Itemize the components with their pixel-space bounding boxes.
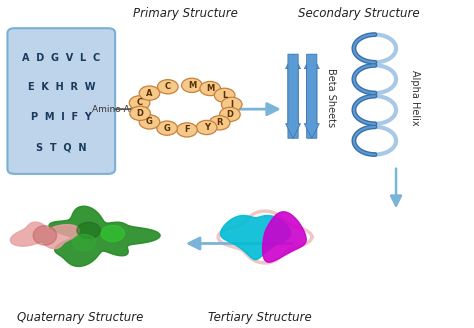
Text: Amino Acids: Amino Acids: [92, 105, 147, 113]
FancyArrow shape: [304, 54, 319, 138]
Circle shape: [219, 107, 240, 122]
Text: P  M  I  F  Y: P M I F Y: [31, 113, 92, 122]
Polygon shape: [263, 212, 306, 262]
Circle shape: [77, 222, 100, 238]
Circle shape: [210, 116, 230, 130]
Text: A: A: [146, 89, 153, 98]
Text: Quaternary Structure: Quaternary Structure: [17, 312, 143, 324]
Text: D: D: [137, 109, 144, 118]
Circle shape: [139, 86, 160, 100]
Text: M: M: [188, 81, 196, 90]
Circle shape: [214, 88, 235, 102]
Polygon shape: [10, 222, 80, 249]
Text: Alpha Helix: Alpha Helix: [410, 70, 420, 126]
Circle shape: [182, 78, 202, 92]
Text: S  T  Q  N: S T Q N: [36, 142, 87, 152]
Text: Beta Sheets: Beta Sheets: [326, 68, 336, 127]
Text: F: F: [184, 125, 190, 134]
Text: E  K  H  R  W: E K H R W: [27, 82, 95, 92]
Text: Tertiary Structure: Tertiary Structure: [209, 312, 312, 324]
Text: G: G: [164, 124, 171, 133]
Text: Primary Structure: Primary Structure: [133, 7, 238, 20]
Text: C: C: [165, 82, 171, 91]
Polygon shape: [49, 206, 160, 266]
FancyBboxPatch shape: [8, 28, 115, 174]
Text: G: G: [146, 117, 153, 126]
Circle shape: [177, 123, 197, 137]
Polygon shape: [33, 226, 56, 245]
Circle shape: [101, 225, 125, 242]
FancyArrow shape: [304, 54, 319, 138]
Text: M: M: [206, 84, 214, 93]
Text: Secondary Structure: Secondary Structure: [298, 7, 419, 20]
Circle shape: [157, 80, 178, 94]
Circle shape: [157, 121, 177, 135]
Text: D: D: [227, 110, 233, 119]
Circle shape: [221, 97, 242, 112]
Text: Y: Y: [204, 123, 210, 132]
Circle shape: [200, 81, 220, 96]
Circle shape: [139, 115, 160, 129]
Circle shape: [73, 235, 96, 251]
Text: I: I: [230, 100, 233, 109]
Text: R: R: [216, 118, 223, 127]
FancyArrow shape: [285, 54, 301, 138]
Text: A  D  G  V  L  C: A D G V L C: [22, 52, 100, 63]
Text: C: C: [137, 98, 143, 107]
Circle shape: [130, 106, 150, 120]
Circle shape: [196, 120, 217, 134]
Text: L: L: [222, 91, 227, 100]
Polygon shape: [220, 215, 291, 260]
FancyArrow shape: [285, 54, 301, 138]
Circle shape: [129, 96, 150, 110]
